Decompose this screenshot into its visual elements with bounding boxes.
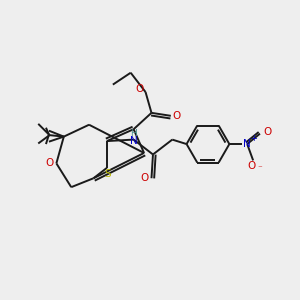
Text: O: O — [248, 161, 256, 171]
Text: O: O — [264, 127, 272, 137]
Text: O: O — [46, 158, 54, 168]
Text: O: O — [141, 173, 149, 183]
Text: H: H — [130, 129, 137, 138]
Text: O: O — [136, 84, 144, 94]
Text: +: + — [250, 134, 257, 143]
Text: O: O — [172, 111, 181, 121]
Text: ⁻: ⁻ — [257, 164, 262, 173]
Text: N: N — [130, 136, 137, 146]
Text: S: S — [104, 169, 111, 179]
Text: N: N — [243, 139, 251, 149]
